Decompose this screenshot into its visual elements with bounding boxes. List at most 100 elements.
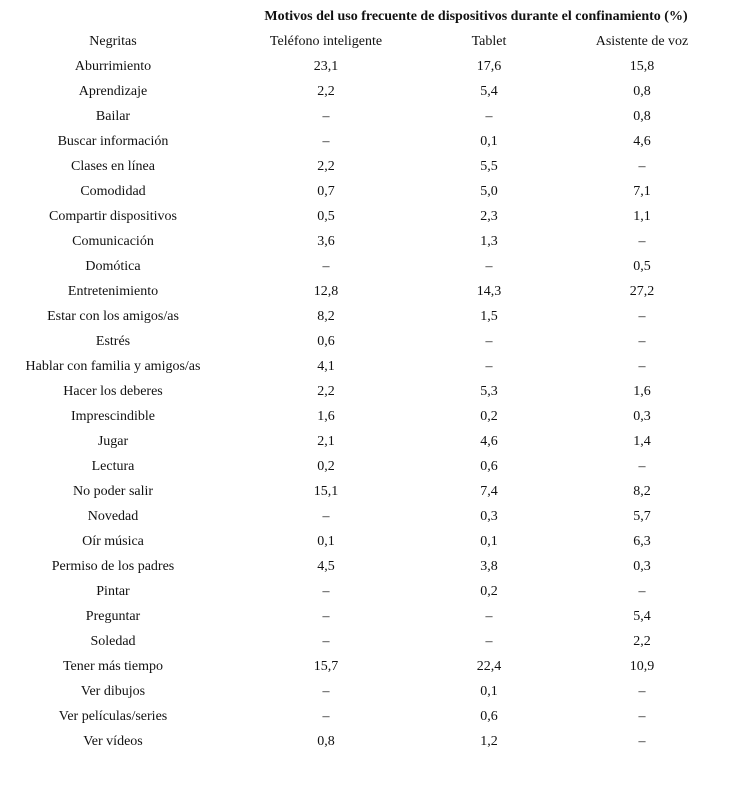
cell-value: –: [322, 259, 330, 274]
column-header: Teléfono inteligente: [269, 34, 383, 49]
cell-value: –: [485, 359, 493, 374]
cell-value: 0,8: [633, 109, 651, 124]
cell-value: 17,6: [476, 59, 502, 74]
cell-value: 5,0: [480, 184, 498, 199]
cell-value: 4,6: [480, 434, 498, 449]
cell-value: –: [638, 734, 646, 749]
cell-value: 5,3: [480, 384, 498, 399]
cell-value: 15,8: [629, 59, 655, 74]
row-label: Tener más tiempo: [62, 659, 164, 674]
cell-value: 2,2: [633, 634, 651, 649]
cell-value: 7,4: [480, 484, 498, 499]
cell-value: –: [322, 634, 330, 649]
cell-value: 0,3: [633, 559, 651, 574]
cell-value: 8,2: [633, 484, 651, 499]
cell-value: 1,5: [480, 309, 498, 324]
column-header: Negritas: [89, 34, 137, 49]
cell-value: –: [638, 709, 646, 724]
row-label: Aprendizaje: [78, 84, 148, 99]
cell-value: –: [485, 609, 493, 624]
cell-value: 0,1: [480, 684, 498, 699]
cell-value: 1,3: [480, 234, 498, 249]
row-label: Estar con los amigos/as: [47, 309, 179, 324]
cell-value: 0,7: [317, 184, 335, 199]
row-label: Imprescindible: [71, 409, 155, 424]
cell-value: 1,1: [633, 209, 651, 224]
table-title: Motivos del uso frecuente de dispositivo…: [264, 9, 688, 24]
cell-value: –: [638, 359, 646, 374]
cell-value: 0,3: [480, 509, 498, 524]
cell-value: 0,6: [480, 709, 498, 724]
cell-value: 0,2: [480, 409, 498, 424]
cell-value: 4,5: [317, 559, 335, 574]
row-label: Preguntar: [85, 609, 141, 624]
row-label: Buscar información: [57, 134, 169, 149]
row-label: Lectura: [91, 459, 135, 474]
row-label: Clases en línea: [71, 159, 155, 174]
cell-value: 1,2: [480, 734, 498, 749]
row-label: Jugar: [97, 434, 129, 449]
cell-value: 5,4: [480, 84, 498, 99]
row-label: Soledad: [90, 634, 136, 649]
cell-value: 0,6: [317, 334, 335, 349]
cell-value: –: [322, 709, 330, 724]
cell-value: 2,2: [317, 159, 335, 174]
cell-value: –: [485, 634, 493, 649]
row-label: Hablar con familia y amigos/as: [25, 359, 201, 374]
cell-value: 15,7: [313, 659, 339, 674]
cell-value: 2,2: [317, 384, 335, 399]
cell-value: 0,1: [480, 534, 498, 549]
cell-value: 5,7: [633, 509, 651, 524]
row-label: Ver dibujos: [80, 684, 146, 699]
row-label: Comunicación: [72, 234, 154, 249]
row-label: Entretenimiento: [67, 284, 159, 299]
cell-value: –: [322, 584, 330, 599]
cell-value: 0,5: [317, 209, 335, 224]
cell-value: 0,2: [317, 459, 335, 474]
cell-value: 0,6: [480, 459, 498, 474]
cell-value: –: [485, 334, 493, 349]
row-label: Compartir dispositivos: [49, 209, 177, 224]
row-label: Comodidad: [80, 184, 146, 199]
cell-value: 0,1: [317, 534, 335, 549]
cell-value: 0,8: [317, 734, 335, 749]
cell-value: 6,3: [633, 534, 651, 549]
cell-value: 1,6: [317, 409, 335, 424]
row-label: Domótica: [85, 259, 141, 274]
cell-value: –: [322, 134, 330, 149]
row-label: Oír música: [82, 534, 144, 549]
cell-value: 7,1: [633, 184, 651, 199]
cell-value: 1,6: [633, 384, 651, 399]
cell-value: –: [322, 109, 330, 124]
cell-value: 23,1: [313, 59, 339, 74]
cell-value: –: [485, 109, 493, 124]
cell-value: 4,6: [633, 134, 651, 149]
row-label: Hacer los deberes: [63, 384, 163, 399]
cell-value: –: [638, 684, 646, 699]
cell-value: –: [322, 609, 330, 624]
row-label: Estrés: [95, 334, 131, 349]
cell-value: 0,8: [633, 84, 651, 99]
cell-value: 2,3: [480, 209, 498, 224]
row-label: Aburrimiento: [74, 59, 152, 74]
cell-value: –: [638, 334, 646, 349]
row-label: Ver vídeos: [83, 734, 143, 749]
cell-value: 0,1: [480, 134, 498, 149]
row-label: Bailar: [95, 109, 131, 124]
cell-value: 4,1: [317, 359, 335, 374]
cell-value: 0,2: [480, 584, 498, 599]
cell-value: –: [638, 584, 646, 599]
column-header: Tablet: [471, 34, 507, 49]
row-label: No poder salir: [72, 484, 154, 499]
cell-value: 3,6: [317, 234, 335, 249]
cell-value: 12,8: [313, 284, 339, 299]
cell-value: 3,8: [480, 559, 498, 574]
cell-value: 2,2: [317, 84, 335, 99]
cell-value: –: [638, 234, 646, 249]
cell-value: –: [322, 509, 330, 524]
row-label: Permiso de los padres: [51, 559, 175, 574]
cell-value: 0,5: [633, 259, 651, 274]
cell-value: 15,1: [313, 484, 339, 499]
cell-value: 2,1: [317, 434, 335, 449]
